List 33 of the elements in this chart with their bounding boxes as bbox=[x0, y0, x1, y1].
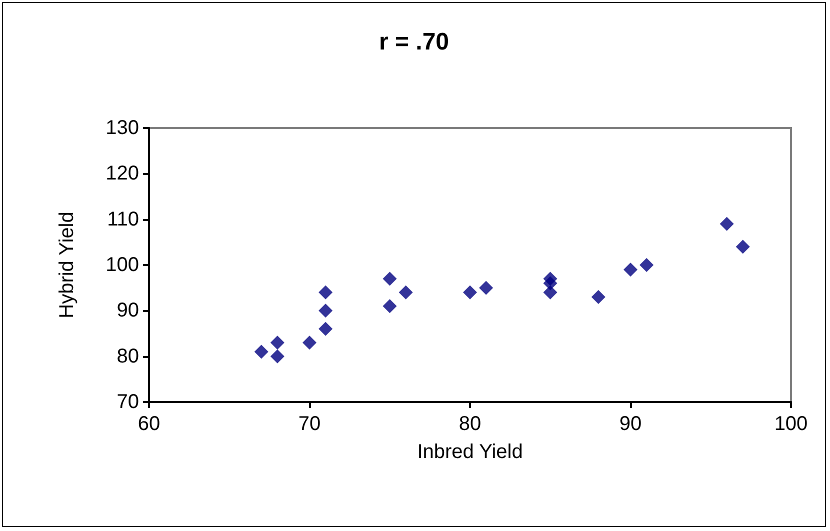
point bbox=[270, 349, 284, 364]
y-tick-label: 80 bbox=[116, 345, 139, 368]
x-tick-label: 60 bbox=[138, 413, 160, 435]
point bbox=[254, 344, 268, 359]
x-tick-label: 70 bbox=[298, 413, 321, 435]
y-tick-label: 100 bbox=[106, 254, 139, 276]
point bbox=[463, 285, 477, 300]
point bbox=[479, 280, 494, 295]
y-tick-label: 70 bbox=[116, 391, 139, 413]
y-tick-label: 130 bbox=[106, 117, 139, 139]
point bbox=[543, 285, 558, 300]
x-tick-label: 80 bbox=[458, 413, 482, 435]
point bbox=[270, 336, 284, 350]
chart-title: r = .70 bbox=[378, 28, 450, 56]
x-tick-label: 100 bbox=[774, 413, 808, 435]
point bbox=[318, 304, 333, 318]
point bbox=[382, 272, 397, 286]
y-tick-label: 110 bbox=[107, 208, 139, 230]
point bbox=[720, 216, 734, 231]
point bbox=[591, 290, 606, 304]
point bbox=[318, 322, 333, 336]
y-axis-title: Hybrid Yield bbox=[56, 212, 78, 318]
y-tick-label: 120 bbox=[106, 162, 139, 185]
y-tick-label: 90 bbox=[116, 300, 139, 322]
point bbox=[382, 299, 397, 314]
point bbox=[318, 285, 333, 300]
point bbox=[624, 262, 638, 277]
point bbox=[736, 240, 750, 254]
point bbox=[398, 285, 413, 300]
point bbox=[640, 258, 654, 272]
point bbox=[302, 336, 316, 350]
x-tick-label: 90 bbox=[619, 413, 642, 435]
x-axis-title: Inbred Yield bbox=[417, 441, 523, 463]
